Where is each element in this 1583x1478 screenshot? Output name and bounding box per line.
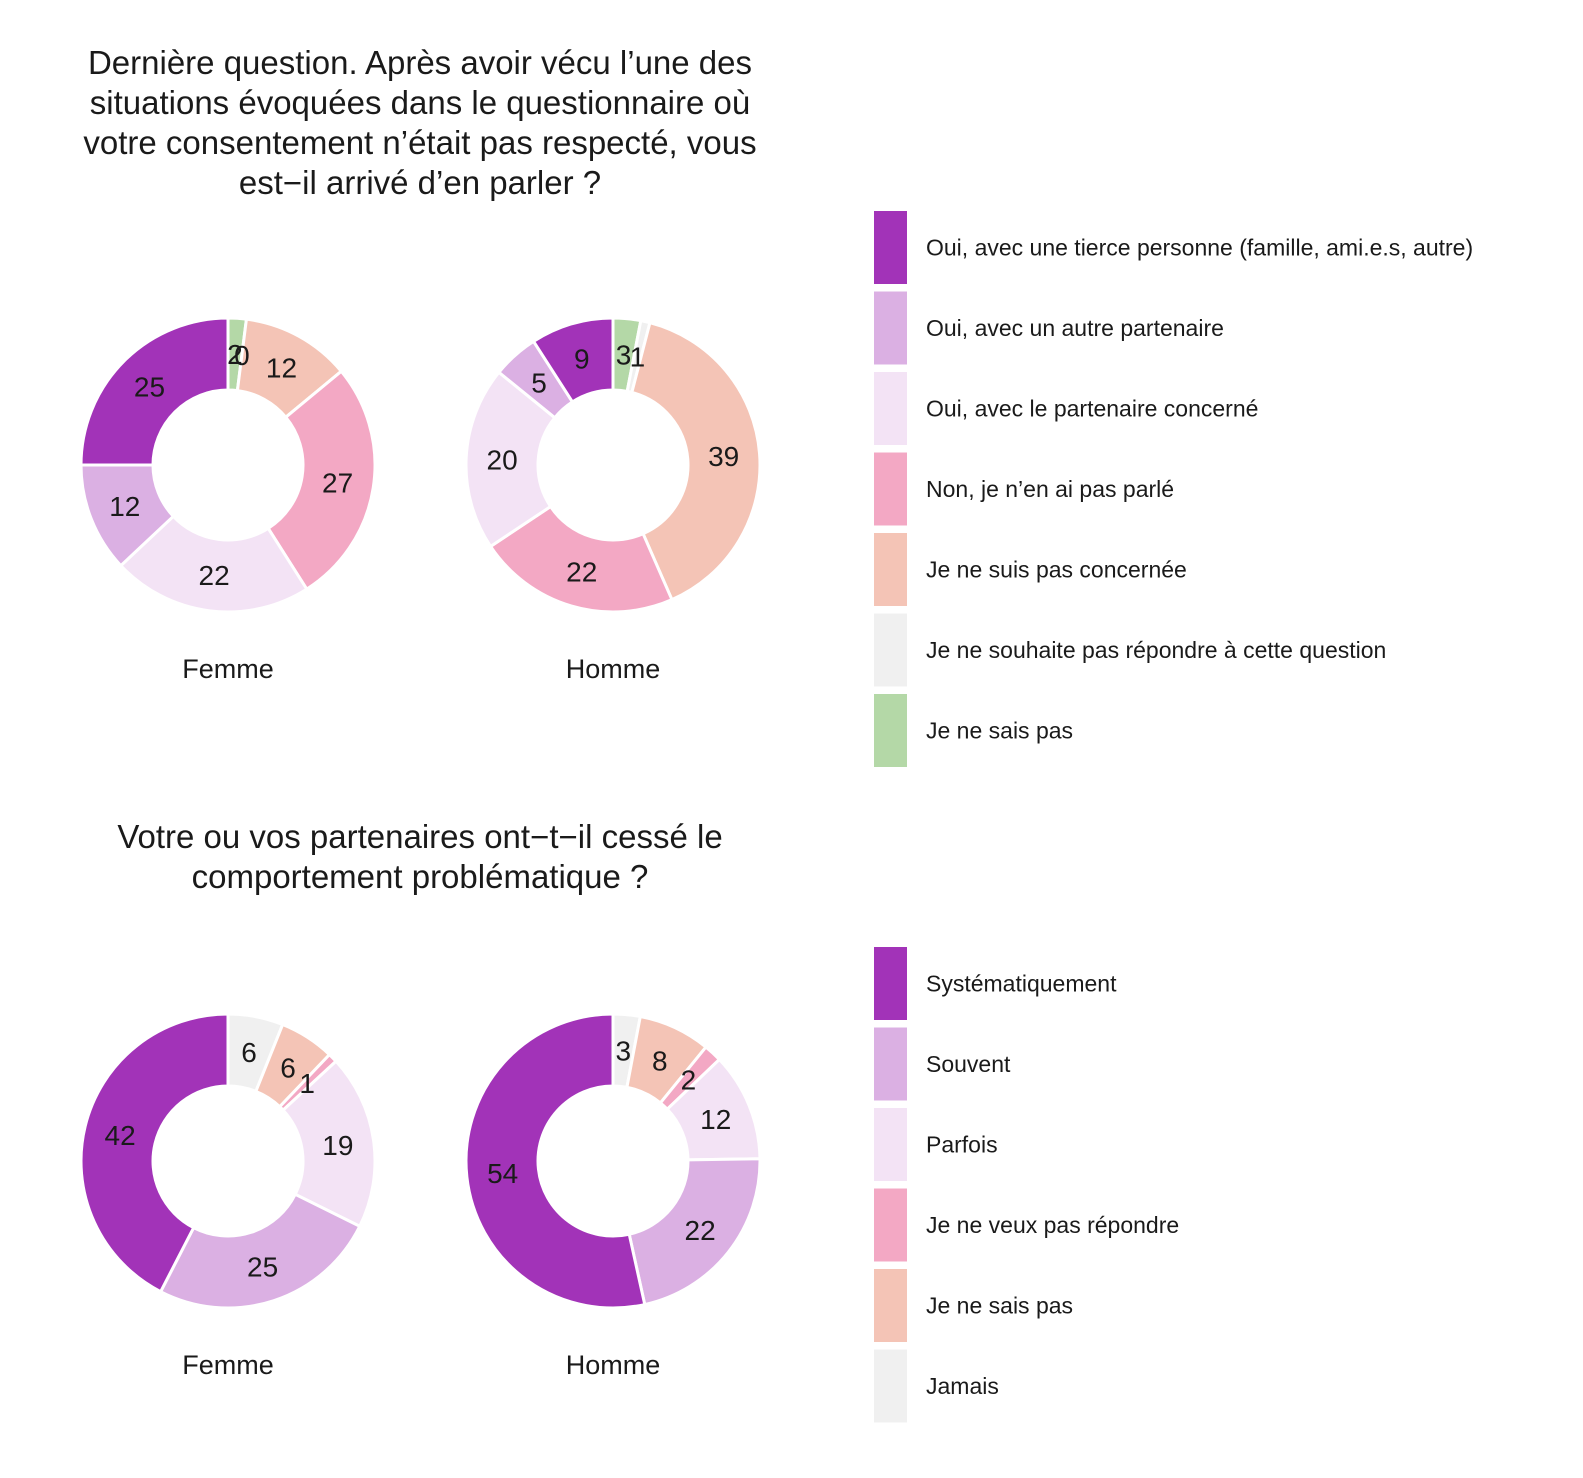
chart-panel-1: Dernière question. Après avoir vécu l’un… xyxy=(79,44,1473,767)
legend-swatch xyxy=(874,1188,907,1262)
legend-entry: Je ne sais pas xyxy=(926,1293,1073,1319)
legend-swatch xyxy=(874,613,907,687)
donut-femme: 20 12 27 22 12 25 xyxy=(79,316,377,614)
slice-value-label: 22 xyxy=(199,560,230,591)
legend-entry: Parfois xyxy=(926,1132,998,1158)
donut-slice xyxy=(488,504,674,614)
legend-entry: Oui, avec un autre partenaire xyxy=(926,315,1224,341)
slice-value-label: 54 xyxy=(487,1158,518,1189)
slice-value-label: 27 xyxy=(322,467,353,498)
legend-swatch xyxy=(874,694,907,767)
legend-swatch xyxy=(874,452,907,526)
slice-value-label: 12 xyxy=(700,1104,731,1135)
donut-slice xyxy=(266,369,377,592)
donut-slice xyxy=(464,1012,647,1310)
chart-title: Votre ou vos partenaires ont−t−il cessé … xyxy=(117,818,722,895)
facet-label: Homme xyxy=(566,654,661,684)
donut-homme: 31 39 22 20 59 xyxy=(464,316,762,614)
facet-label: Femme xyxy=(182,1350,274,1380)
donut-slice xyxy=(531,316,615,404)
slice-value-label: 20 xyxy=(487,445,518,476)
legend-swatch xyxy=(874,291,907,365)
chart-title-line: Votre ou vos partenaires ont−t−il cessé … xyxy=(117,818,722,855)
legend-entry: Non, je n’en ai pas parlé xyxy=(926,476,1174,502)
slice-value-label: 1 xyxy=(299,1068,315,1099)
chart-title-line: votre consentement n’était pas respecté,… xyxy=(83,124,756,161)
slice-value-label: 42 xyxy=(105,1120,136,1151)
slice-value-label: 9 xyxy=(574,343,590,374)
legend-entry: Oui, avec une tierce personne (famille, … xyxy=(926,235,1473,261)
legend-swatch xyxy=(874,947,907,1020)
slice-value-label: 6 xyxy=(280,1053,296,1084)
chart-title: Dernière question. Après avoir vécu l’un… xyxy=(83,44,756,201)
slice-value-label: 3 xyxy=(616,1035,632,1066)
facet-label: Femme xyxy=(182,654,274,684)
slice-value-label: 25 xyxy=(247,1251,278,1282)
donut-slice xyxy=(118,514,309,614)
legend-swatch xyxy=(874,1269,907,1342)
slice-value-label: 5 xyxy=(531,367,547,398)
slice-value-label: 2 xyxy=(227,339,243,370)
donut-slice xyxy=(630,320,762,602)
donut-slice xyxy=(158,1192,362,1310)
slice-value-label: 22 xyxy=(566,557,597,588)
donut-slice xyxy=(79,1012,230,1294)
donut-slice xyxy=(280,1059,377,1229)
legend-entry: Je ne sais pas xyxy=(926,718,1073,744)
legend-entry: Oui, avec le partenaire concerné xyxy=(926,396,1258,422)
slice-value-label: 2 xyxy=(681,1065,697,1096)
slice-value-label: 3 xyxy=(616,340,632,371)
legend-entry: Souvent xyxy=(926,1051,1011,1077)
legend: Systématiquement Souvent Parfois Je ne veux… xyxy=(874,947,1179,1423)
slice-value-label: 8 xyxy=(652,1045,668,1076)
facet-label: Homme xyxy=(566,1350,661,1380)
legend-entry: Je ne suis pas concernée xyxy=(926,557,1187,583)
slice-value-label: 25 xyxy=(134,372,165,403)
slice-value-label: 12 xyxy=(109,491,140,522)
legend-swatch xyxy=(874,533,907,606)
slice-value-label: 19 xyxy=(322,1130,353,1161)
chart-title-line: comportement problématique ? xyxy=(192,858,649,895)
legend-entry: Jamais xyxy=(926,1373,999,1399)
chart-panel-2: Votre ou vos partenaires ont−t−il cessé … xyxy=(79,818,1179,1423)
slice-value-label: 0 xyxy=(234,340,250,371)
slice-value-label: 6 xyxy=(241,1037,257,1068)
legend-swatch xyxy=(874,1027,907,1101)
donut-slice xyxy=(627,1157,762,1307)
slice-value-label: 39 xyxy=(708,441,739,472)
chart-title-line: est−il arrivé d’en parler ? xyxy=(239,164,601,201)
legend-swatch xyxy=(874,372,907,445)
legend-swatch xyxy=(874,211,907,284)
legend-entry: Systématiquement xyxy=(926,971,1117,997)
legend-swatch xyxy=(874,1349,907,1423)
donut-slice xyxy=(79,316,230,467)
slice-value-label: 22 xyxy=(685,1215,716,1246)
legend: Oui, avec une tierce personne (famille, … xyxy=(874,211,1473,767)
legend-swatch xyxy=(874,1108,907,1181)
legend-entry: Je ne souhaite pas répondre à cette ques… xyxy=(926,637,1386,663)
legend-entry: Je ne veux pas répondre xyxy=(926,1212,1179,1238)
slice-value-label: 1 xyxy=(630,342,646,373)
slice-value-label: 12 xyxy=(266,353,297,384)
chart-title-line: situations évoquées dans le questionnair… xyxy=(90,84,750,121)
chart-title-line: Dernière question. Après avoir vécu l’un… xyxy=(88,44,752,81)
donut-slice xyxy=(464,370,557,549)
